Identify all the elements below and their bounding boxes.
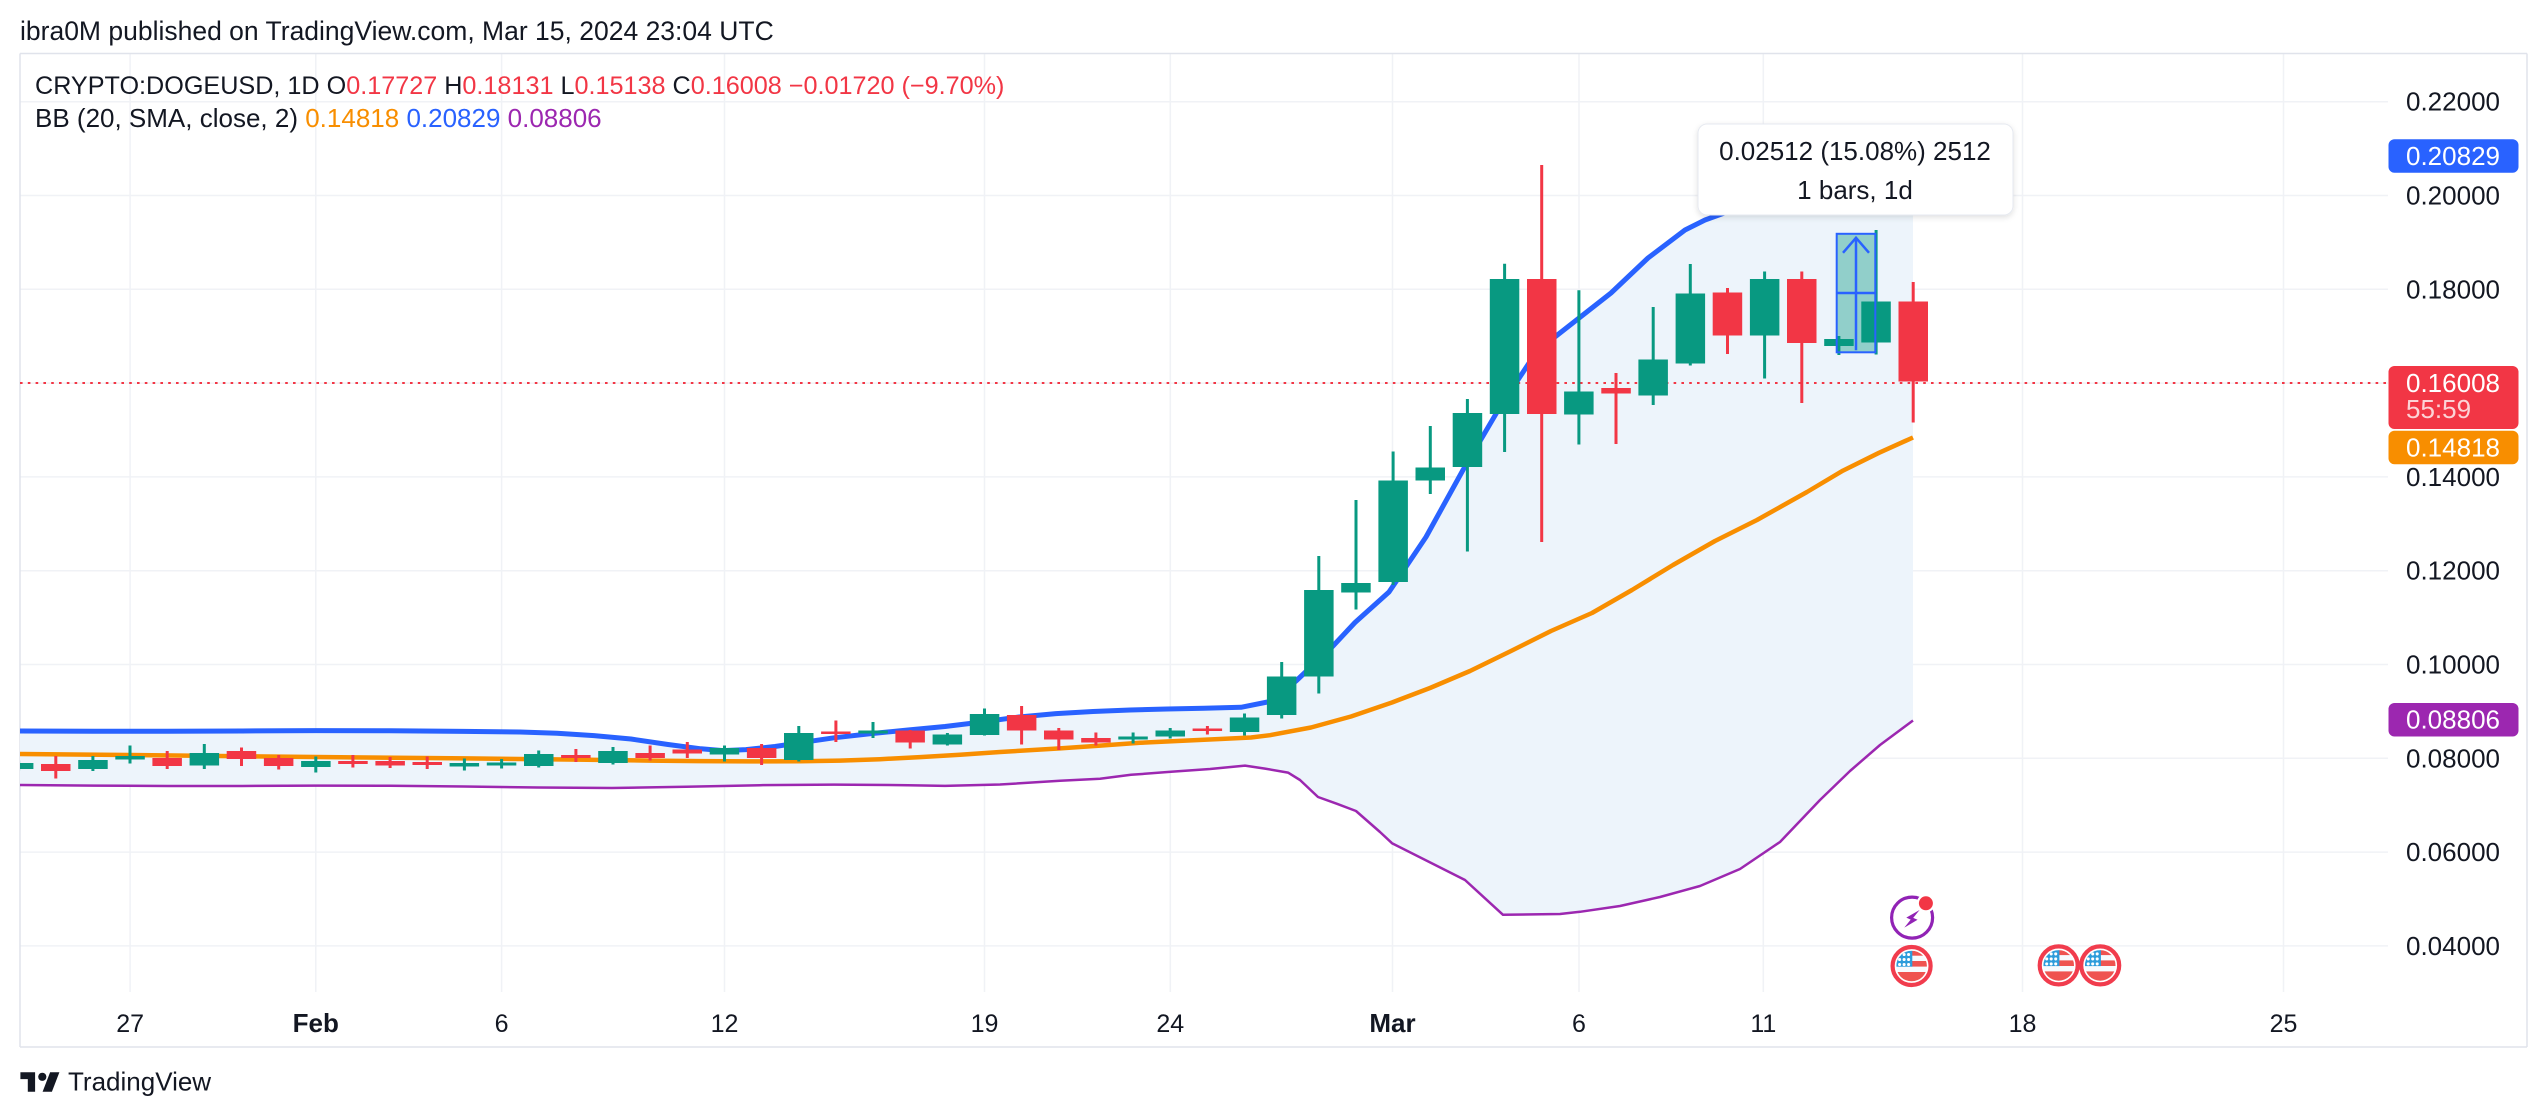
svg-text:6: 6	[495, 1010, 509, 1038]
svg-text:0.08806: 0.08806	[2406, 705, 2500, 735]
svg-text:ibra0M published on TradingVie: ibra0M published on TradingView.com, Mar…	[20, 16, 774, 46]
svg-text:25: 25	[2270, 1010, 2298, 1038]
svg-text:0.22000: 0.22000	[2406, 87, 2500, 117]
svg-text:BB (20, SMA, close, 2) 0.1481: BB (20, SMA, close, 2) 0.14818 0.20829 0…	[35, 103, 602, 133]
svg-text:0.16008: 0.16008	[2406, 368, 2500, 398]
svg-text:27: 27	[116, 1010, 144, 1038]
svg-text:0.18000: 0.18000	[2406, 274, 2500, 304]
svg-text:0.14000: 0.14000	[2406, 462, 2500, 492]
svg-text:0.02512 (15.08%) 2512: 0.02512 (15.08%) 2512	[1719, 136, 1991, 166]
svg-text:6: 6	[1572, 1010, 1586, 1038]
svg-text:11: 11	[1750, 1010, 1776, 1038]
svg-text:CRYPTO:DOGEUSD, 1D O0.17727: CRYPTO:DOGEUSD, 1D O0.17727 H0.18131 L0.…	[35, 72, 1004, 100]
svg-text:TradingView: TradingView	[68, 1067, 211, 1097]
svg-text:Feb: Feb	[293, 1008, 339, 1038]
svg-text:0.08000: 0.08000	[2406, 743, 2500, 773]
svg-text:1 bars, 1d: 1 bars, 1d	[1797, 175, 1913, 205]
svg-text:0.20000: 0.20000	[2406, 181, 2500, 211]
svg-text:0.14818: 0.14818	[2406, 433, 2500, 463]
svg-text:0.10000: 0.10000	[2406, 650, 2500, 680]
svg-text:0.12000: 0.12000	[2406, 556, 2500, 586]
svg-text:24: 24	[1156, 1010, 1184, 1038]
svg-text:55:59: 55:59	[2406, 394, 2471, 424]
svg-text:0.04000: 0.04000	[2406, 931, 2500, 961]
svg-text:18: 18	[2009, 1010, 2037, 1038]
svg-text:19: 19	[971, 1010, 999, 1038]
svg-text:0.06000: 0.06000	[2406, 837, 2500, 867]
svg-text:0.20829: 0.20829	[2406, 141, 2500, 171]
svg-text:Mar: Mar	[1369, 1008, 1415, 1038]
svg-text:12: 12	[711, 1010, 739, 1038]
